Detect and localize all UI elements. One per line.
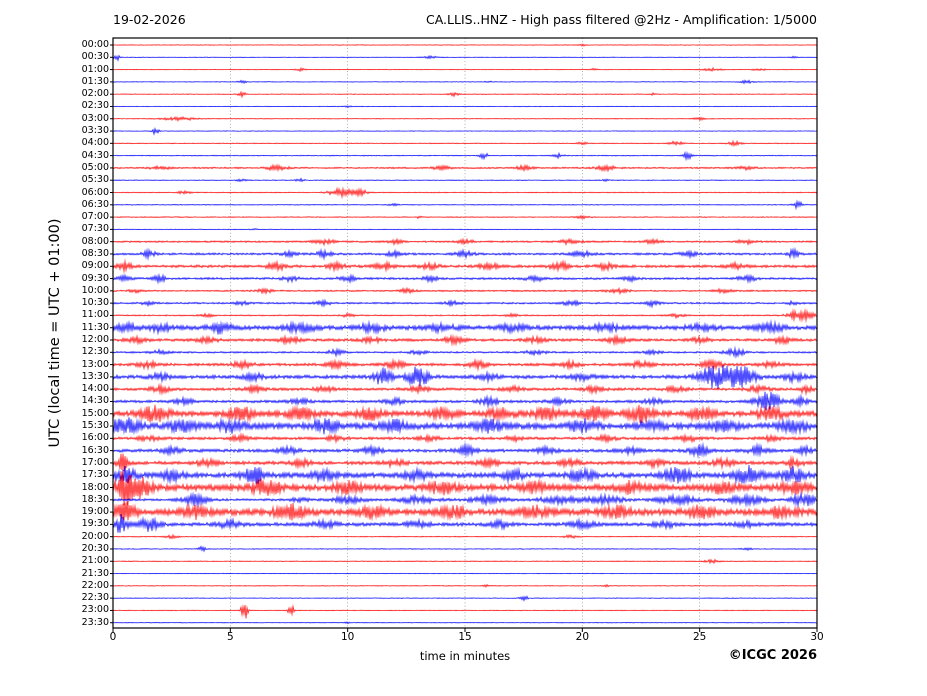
x-tick-label: 20 <box>575 631 590 643</box>
y-tick-label: 22:00 <box>81 579 109 591</box>
y-tick-label: 22:30 <box>81 592 109 604</box>
y-tick-label: 04:30 <box>81 149 109 161</box>
y-tick-label: 15:00 <box>81 407 109 419</box>
y-tick-label: 01:30 <box>81 75 109 87</box>
y-tick-label: 04:00 <box>81 137 109 149</box>
y-tick-label: 18:00 <box>81 481 109 493</box>
x-tick-label: 25 <box>692 631 707 643</box>
x-tick-label: 5 <box>226 631 234 643</box>
y-tick-label: 15:30 <box>81 420 109 432</box>
y-tick-label: 00:00 <box>81 39 109 50</box>
y-tick-label: 20:30 <box>81 542 109 554</box>
date-label: 19-02-2026 <box>113 12 186 27</box>
y-tick-label: 12:00 <box>81 334 109 345</box>
y-tick-label: 02:30 <box>81 100 109 112</box>
y-tick-label: 23:30 <box>81 616 109 628</box>
y-tick-label: 08:00 <box>81 235 109 247</box>
y-tick-label: 11:30 <box>81 321 109 333</box>
y-tick-label: 23:00 <box>81 604 109 616</box>
y-tick-label: 02:00 <box>81 88 109 100</box>
y-tick-label: 09:30 <box>81 272 109 284</box>
y-tick-label: 05:30 <box>81 174 109 186</box>
y-tick-label: 21:30 <box>81 567 109 579</box>
y-tick-label: 12:30 <box>81 346 109 358</box>
x-tick-label: 30 <box>810 631 824 643</box>
y-tick-label: 13:00 <box>81 358 109 370</box>
y-tick-label: 07:00 <box>81 211 109 223</box>
y-tick-label: 21:00 <box>81 555 109 567</box>
y-tick-label: 01:00 <box>81 63 109 75</box>
x-tick-label: 15 <box>458 631 472 643</box>
y-tick-label: 03:30 <box>81 125 109 137</box>
y-tick-label: 08:30 <box>81 247 109 259</box>
y-tick-label: 06:00 <box>81 186 109 198</box>
y-tick-label: 20:00 <box>81 530 109 542</box>
y-tick-label: 09:00 <box>81 260 109 272</box>
y-tick-label: 17:30 <box>81 469 109 481</box>
y-tick-label: 05:00 <box>81 161 109 173</box>
x-axis-title: time in minutes <box>419 649 511 663</box>
y-tick-label: 06:30 <box>81 198 109 210</box>
y-tick-label: 16:30 <box>81 444 109 456</box>
x-tick-label: 10 <box>340 631 355 643</box>
y-tick-label: 03:00 <box>81 112 109 124</box>
y-tick-label: 13:30 <box>81 370 109 382</box>
y-tick-label: 10:00 <box>81 284 109 296</box>
y-tick-label: 11:00 <box>81 309 109 321</box>
chart-title: CA.LLIS..HNZ - High pass filtered @2Hz -… <box>426 12 817 27</box>
copyright-label: ©ICGC 2026 <box>728 648 817 663</box>
x-tick-label: 0 <box>109 631 117 643</box>
y-tick-label: 14:30 <box>81 395 109 407</box>
y-tick-label: 19:00 <box>81 506 109 518</box>
y-tick-label: 18:30 <box>81 493 109 505</box>
y-tick-label: 17:00 <box>81 456 109 468</box>
y-tick-label: 00:30 <box>81 51 109 63</box>
y-tick-label: 14:00 <box>81 383 109 395</box>
y-tick-label: 07:30 <box>81 223 109 235</box>
y-tick-label: 16:00 <box>81 432 109 444</box>
y-tick-label: 10:30 <box>81 297 109 309</box>
y-tick-label: 19:30 <box>81 518 109 530</box>
